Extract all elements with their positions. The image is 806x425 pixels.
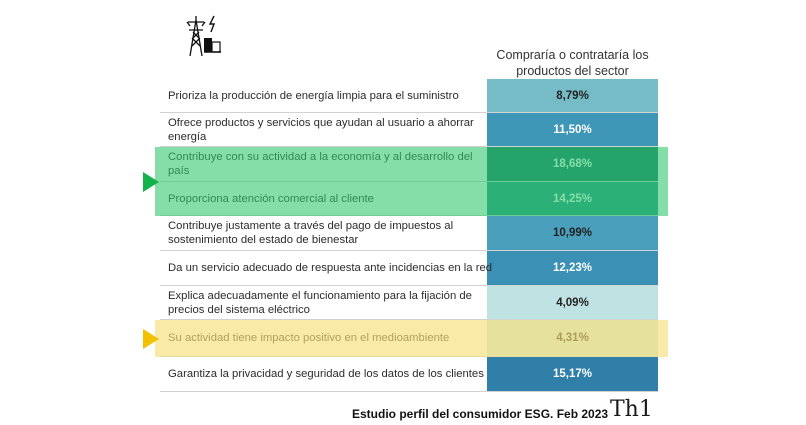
- yellow-arrow-icon: [143, 328, 159, 349]
- green-arrow-icon: [143, 171, 159, 192]
- row-label: Da un servicio adecuado de respuesta ant…: [168, 262, 493, 274]
- table-row: 8,79% Prioriza la producción de energía l…: [160, 79, 658, 113]
- value-cell: 12,23%: [487, 251, 658, 285]
- column-header: Compraría o contrataría los productos de…: [496, 48, 649, 78]
- table-row: 4,09% Explica adecuadamente el funcionami…: [160, 286, 658, 320]
- value-cell: 10,99%: [487, 216, 658, 250]
- row-label: Contribuye justamente a través del pago …: [168, 220, 454, 246]
- footer-caption: Estudio perfil del consumidor ESG. Feb 2…: [352, 407, 609, 421]
- table-row: 10,99% Contribuye justamente a través del…: [160, 216, 658, 251]
- table-row: 12,23% Da un servicio adecuado de respues…: [160, 251, 658, 286]
- value-cell: 11,50%: [487, 113, 658, 146]
- row-label: Prioriza la producción de energía limpia…: [168, 89, 459, 102]
- row-label: Ofrece productos y servicios que ayudan …: [168, 116, 474, 143]
- value-cell: 15,17%: [487, 357, 658, 391]
- value-cell: 4,09%: [487, 286, 658, 319]
- row-label: Garantiza la privacidad y seguridad de l…: [168, 368, 484, 380]
- row-label: Explica adecuadamente el funcionamiento …: [168, 289, 472, 316]
- value-cell: 8,79%: [487, 79, 658, 112]
- table-row: 15,17% Garantiza la privacidad y segurida…: [160, 357, 658, 392]
- power-tower-icon: [186, 15, 221, 57]
- brand-logo: Th1: [610, 397, 653, 422]
- highlight-band: [155, 320, 668, 357]
- highlight-band: [155, 147, 668, 216]
- table-row: 11,50% Ofrece productos y servicios que a…: [160, 113, 658, 147]
